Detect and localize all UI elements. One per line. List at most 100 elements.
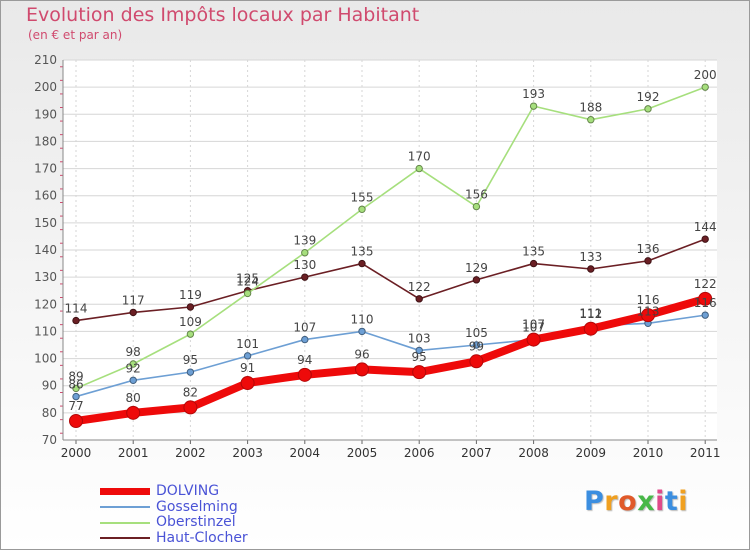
x-tick-label: 2003 (232, 446, 263, 460)
data-label-dolving: 107 (522, 318, 545, 332)
data-point-gosselming (72, 392, 80, 401)
y-tick-label: 170 (34, 162, 57, 176)
data-label-dolving: 82 (183, 385, 198, 399)
x-tick-label: 2011 (690, 446, 721, 460)
y-tick-label: 190 (34, 107, 57, 121)
logo-letter: o (618, 486, 638, 517)
data-label-dolving: 94 (297, 353, 312, 367)
data-label-haut-clocher: 133 (579, 250, 602, 264)
data-label-dolving: 95 (412, 350, 427, 364)
y-tick-label: 180 (34, 134, 57, 148)
data-label-gosselming: 112 (579, 307, 602, 321)
data-point-gosselming (701, 311, 709, 319)
data-label-haut-clocher: 114 (65, 302, 88, 316)
data-label-haut-clocher: 144 (694, 220, 717, 234)
data-point-haut-clocher (301, 273, 309, 281)
x-tick-label: 2001 (118, 446, 149, 460)
data-label-dolving: 91 (240, 361, 255, 375)
legend-item: Oberstinzel (100, 515, 248, 531)
logo-letter: x (637, 486, 656, 517)
data-label-oberstinzel: 98 (126, 345, 141, 359)
data-point-oberstinzel (129, 360, 137, 368)
data-label-gosselming: 110 (351, 312, 374, 326)
proxiti-logo: Proxiti (584, 486, 688, 517)
data-point-oberstinzel (243, 289, 252, 298)
data-point-oberstinzel (701, 83, 709, 91)
data-point-oberstinzel (72, 384, 80, 393)
data-label-gosselming: 107 (522, 321, 545, 335)
legend-label: Oberstinzel (156, 514, 236, 531)
chart-subtitle: (en € et par an) (28, 28, 123, 42)
y-tick-label: 100 (34, 352, 57, 366)
data-point-dolving (240, 376, 255, 390)
legend-swatch (100, 506, 150, 509)
data-point-oberstinzel (587, 116, 595, 124)
data-label-gosselming: 92 (126, 361, 141, 375)
y-tick-label: 120 (34, 297, 57, 311)
data-label-haut-clocher: 122 (408, 280, 431, 294)
data-point-haut-clocher (701, 235, 709, 243)
data-point-dolving (469, 354, 484, 369)
data-point-dolving (641, 308, 655, 323)
data-label-gosselming: 116 (694, 296, 717, 310)
data-label-dolving: 77 (68, 399, 83, 413)
data-point-dolving (183, 400, 198, 415)
data-point-gosselming (472, 341, 481, 349)
y-tick-label: 140 (34, 243, 57, 257)
data-point-dolving (355, 362, 369, 377)
x-tick-label: 2004 (290, 446, 321, 460)
data-label-oberstinzel: 139 (293, 234, 316, 248)
x-tick-label: 2010 (633, 446, 664, 460)
legend-swatch (100, 488, 150, 496)
data-label-oberstinzel: 124 (236, 274, 259, 288)
legend-label: DOLVING (156, 483, 220, 500)
logo-letter: r (604, 486, 619, 517)
data-label-oberstinzel: 192 (637, 90, 660, 104)
data-point-dolving (583, 321, 598, 336)
data-label-dolving: 80 (126, 391, 141, 405)
data-label-haut-clocher: 135 (522, 245, 545, 259)
y-tick-label: 160 (34, 189, 57, 203)
legend-label: Gosselming (156, 498, 238, 515)
legend: DOLVING Gosselming Oberstinzel Haut-Clocher (100, 484, 248, 546)
data-label-oberstinzel: 200 (694, 68, 717, 82)
series-line-haut-clocher (75, 238, 707, 322)
legend-swatch (100, 537, 150, 540)
data-point-dolving (526, 332, 541, 347)
series-line-oberstinzel (75, 86, 707, 390)
data-point-dolving (297, 367, 312, 382)
data-point-dolving (69, 414, 83, 428)
y-tick-label: 130 (34, 270, 57, 284)
data-label-haut-clocher: 117 (122, 293, 145, 307)
data-label-dolving: 96 (354, 347, 369, 361)
data-point-haut-clocher (644, 257, 652, 265)
y-tick-label: 210 (34, 53, 57, 67)
data-point-haut-clocher (587, 265, 595, 273)
x-tick-label: 2008 (518, 446, 549, 460)
data-label-gosselming: 105 (465, 326, 488, 340)
line-chart: 7080901001101201301401501601701801902002… (34, 53, 721, 460)
data-label-gosselming: 113 (637, 304, 660, 318)
data-label-dolving: 122 (694, 277, 717, 291)
data-point-haut-clocher (529, 259, 538, 268)
data-label-oberstinzel: 193 (522, 87, 545, 101)
data-point-oberstinzel (186, 330, 195, 338)
data-label-gosselming: 103 (408, 331, 431, 345)
x-tick-label: 2002 (175, 446, 206, 460)
data-point-dolving (126, 405, 141, 420)
x-tick-label: 2007 (461, 446, 492, 460)
chart-title: Evolution des Impôts locaux par Habitant (26, 4, 420, 26)
data-point-oberstinzel (415, 164, 423, 173)
data-point-gosselming (358, 327, 366, 336)
legend-label: Haut-Clocher (156, 529, 248, 546)
data-point-haut-clocher (358, 259, 366, 268)
data-point-oberstinzel (472, 202, 481, 211)
data-label-gosselming: 86 (68, 378, 83, 392)
y-tick-label: 150 (34, 216, 57, 230)
x-tick-label: 2009 (576, 446, 607, 460)
y-tick-label: 70 (42, 433, 57, 447)
data-point-oberstinzel (301, 249, 309, 257)
data-point-haut-clocher (472, 276, 481, 284)
legend-item: Haut-Clocher (100, 529, 248, 547)
logo-letter: t (664, 486, 679, 517)
